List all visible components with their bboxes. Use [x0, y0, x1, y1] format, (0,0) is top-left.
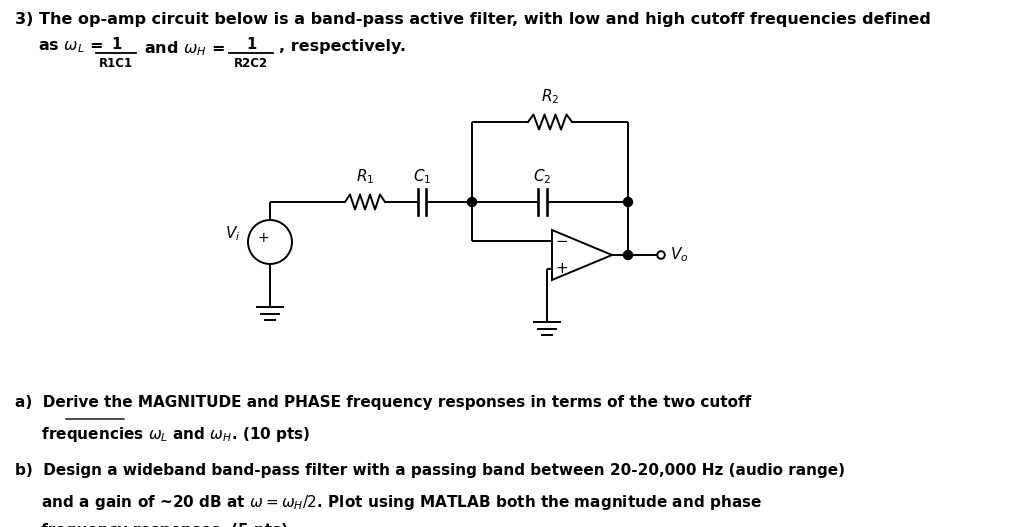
- Text: and $\omega_H$ =: and $\omega_H$ =: [144, 39, 225, 57]
- Text: frequency responses. (5 pts): frequency responses. (5 pts): [15, 523, 288, 527]
- Text: 1: 1: [246, 37, 256, 52]
- Text: $V_i$: $V_i$: [224, 225, 240, 243]
- Text: 1: 1: [111, 37, 121, 52]
- Text: R1C1: R1C1: [99, 57, 133, 70]
- Circle shape: [468, 198, 476, 207]
- Text: a)  Derive the MAGNITUDE and PHASE frequency responses in terms of the two cutof: a) Derive the MAGNITUDE and PHASE freque…: [15, 395, 752, 410]
- Text: −: −: [556, 234, 568, 249]
- Text: 3) The op-amp circuit below is a band-pass active filter, with low and high cuto: 3) The op-amp circuit below is a band-pa…: [15, 12, 931, 27]
- Text: , respectively.: , respectively.: [279, 39, 406, 54]
- Text: $R_1$: $R_1$: [356, 167, 374, 186]
- Text: +: +: [257, 231, 269, 245]
- Circle shape: [624, 198, 633, 207]
- Text: +: +: [556, 261, 568, 276]
- Circle shape: [624, 250, 633, 259]
- Text: $R_2$: $R_2$: [541, 87, 559, 106]
- Text: $V_o$: $V_o$: [670, 246, 688, 265]
- Text: and a gain of ~20 dB at $\omega = \omega_H/2$. Plot using MATLAB both the magnit: and a gain of ~20 dB at $\omega = \omega…: [15, 493, 762, 512]
- Text: $C_1$: $C_1$: [413, 167, 431, 186]
- Text: frequencies $\omega_L$ and $\omega_H$. (10 pts): frequencies $\omega_L$ and $\omega_H$. (…: [15, 425, 310, 444]
- Text: b)  Design a wideband band-pass filter with a passing band between 20-20,000 Hz : b) Design a wideband band-pass filter wi…: [15, 463, 845, 478]
- Text: $C_2$: $C_2$: [532, 167, 551, 186]
- Text: as $\omega_L$ =: as $\omega_L$ =: [38, 39, 103, 55]
- Text: R2C2: R2C2: [233, 57, 268, 70]
